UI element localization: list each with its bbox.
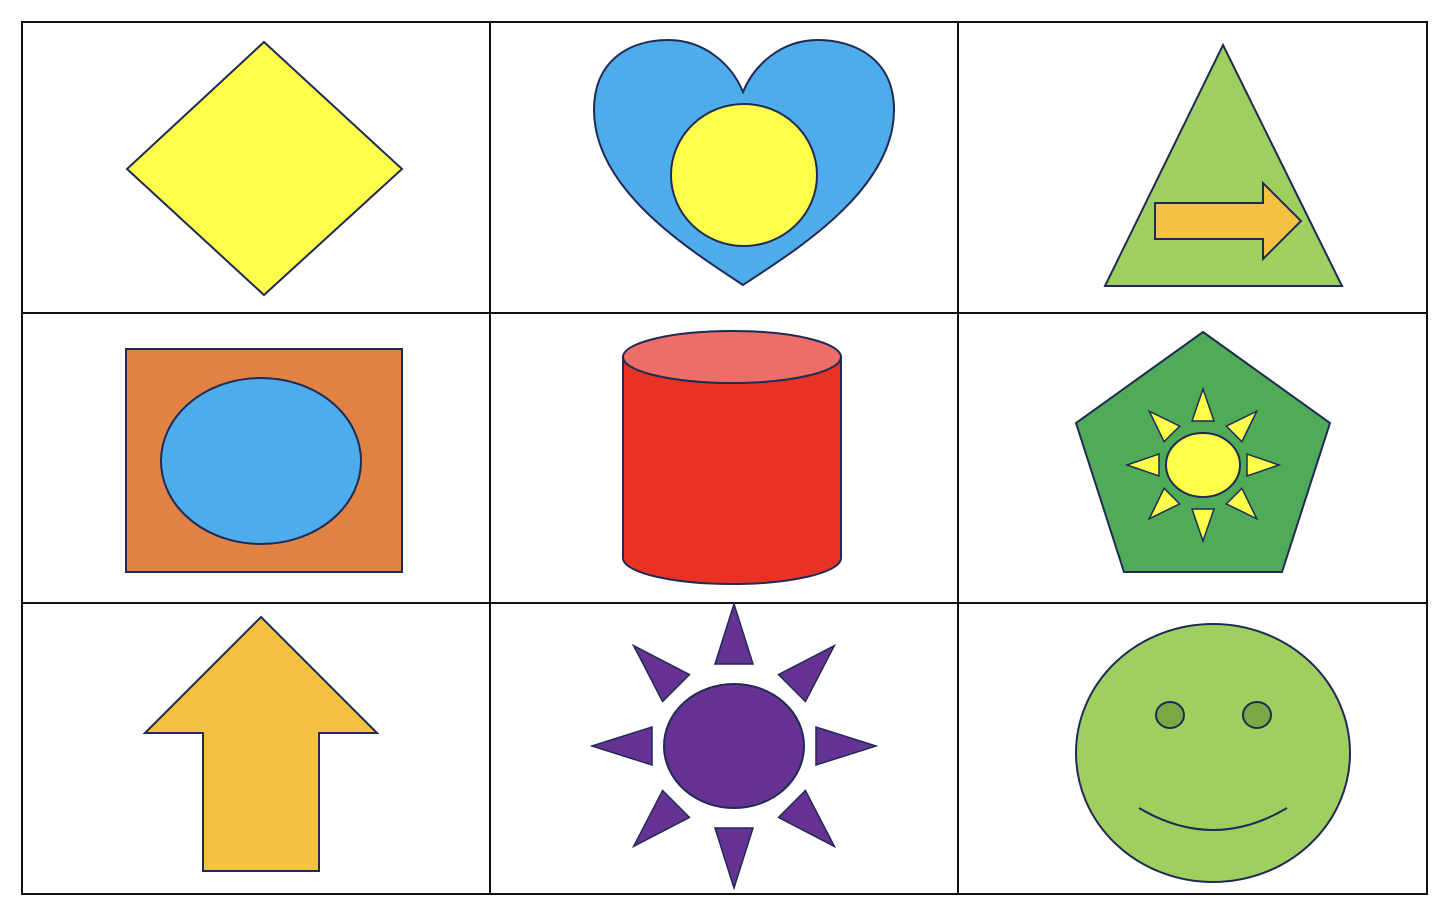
cylinder-top: [622, 330, 842, 384]
big-sun-ray: [815, 725, 879, 767]
small-sun-ray: [1124, 452, 1160, 478]
smiley-mouth: [1138, 807, 1288, 831]
small-sun-ray: [1147, 409, 1181, 443]
cell-orange-rectangle: [125, 348, 403, 573]
big-sun-body: [663, 683, 805, 809]
big-sun-ray: [631, 789, 691, 849]
diamond-shape: [125, 40, 404, 297]
big-sun-ray: [777, 789, 837, 849]
small-sun-ray: [1246, 452, 1282, 478]
cell-red-cylinder: [622, 330, 842, 585]
cell-green-triangle: [1103, 42, 1344, 287]
small-sun-ray: [1190, 508, 1216, 544]
triangle-shape: [1103, 42, 1344, 287]
smiley-left-eye: [1155, 701, 1185, 729]
right-arrow-shape: [1154, 180, 1303, 262]
big-sun-ray: [631, 643, 691, 703]
small-sun-ray: [1225, 487, 1259, 521]
small-sun-ray: [1190, 386, 1216, 422]
cell-up-arrow: [142, 615, 380, 872]
cell-yellow-diamond: [125, 40, 404, 297]
big-sun: [589, 601, 879, 891]
small-sun-ray: [1147, 487, 1181, 521]
small-sun: [1124, 386, 1282, 544]
cell-blue-heart: [592, 38, 896, 287]
big-sun-ray: [589, 725, 653, 767]
heart-inner-circle: [670, 103, 818, 247]
up-arrow-shape: [142, 615, 380, 872]
rectangle-inner-ellipse: [160, 377, 362, 545]
small-sun-ray: [1225, 409, 1259, 443]
cell-purple-sun: [589, 601, 879, 891]
grid-border: [21, 21, 1428, 895]
cylinder-body: [622, 356, 842, 585]
big-sun-ray: [713, 827, 755, 891]
cell-green-pentagon: [1074, 330, 1332, 573]
smiley-right-eye: [1242, 701, 1272, 729]
big-sun-ray: [777, 643, 837, 703]
cell-smiley-face: [1075, 623, 1351, 883]
grid-lines: [21, 21, 1428, 895]
small-sun-body: [1165, 432, 1241, 498]
smiley-face-shape: [1075, 623, 1351, 883]
big-sun-ray: [713, 601, 755, 665]
